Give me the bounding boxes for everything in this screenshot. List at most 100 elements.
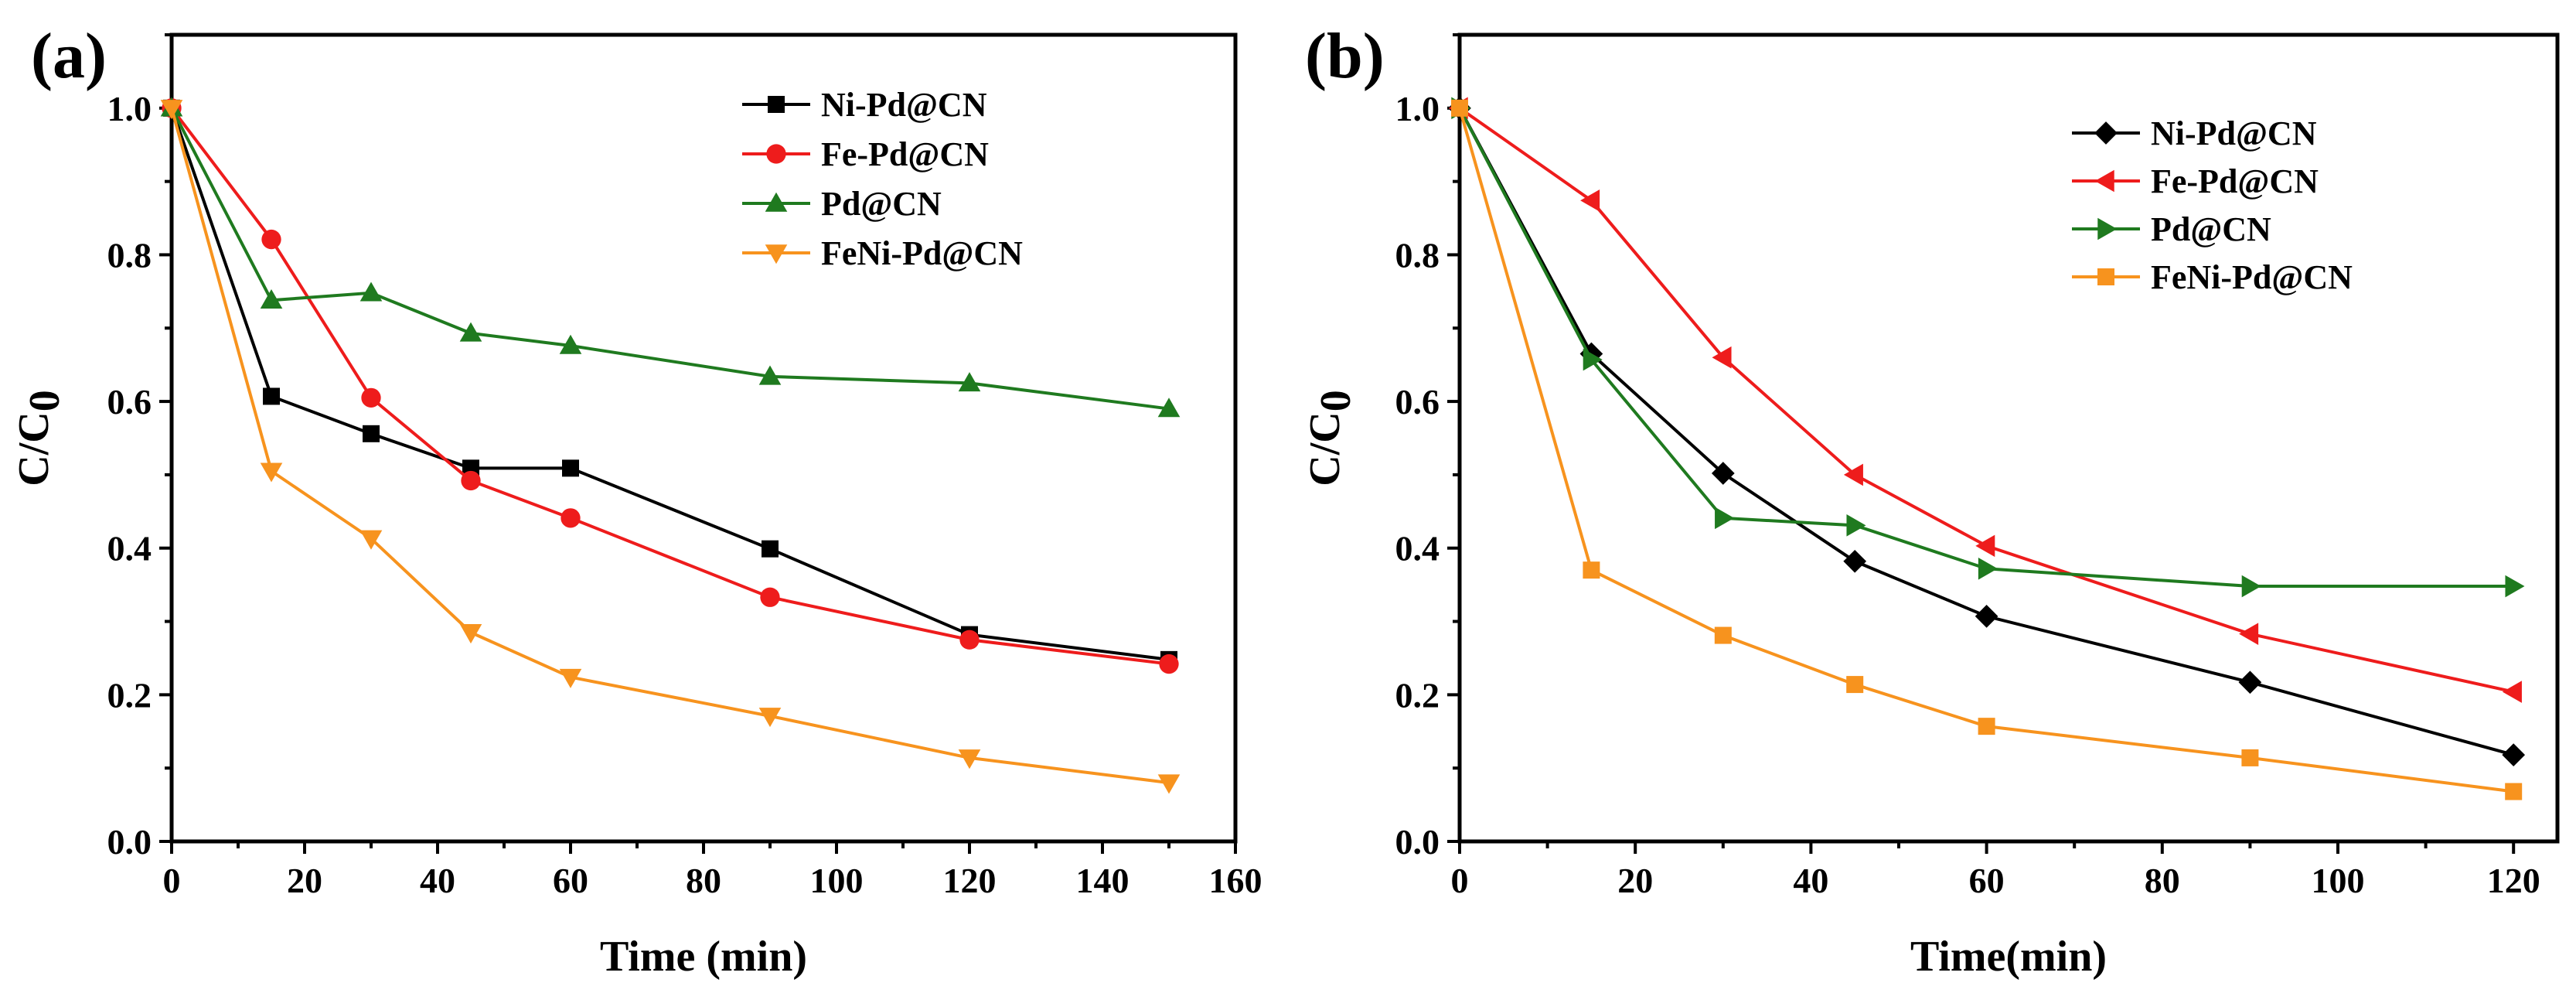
legend: Ni-Pd@CN Fe-Pd@CN Pd@CN FeNi-Pd@CN <box>2072 114 2353 296</box>
legend-label: FeNi-Pd@CN <box>2151 258 2353 296</box>
series-Ni-Pd@CN <box>163 99 1177 668</box>
legend-marker <box>2097 217 2118 241</box>
y-tick-label: 0.4 <box>1395 529 1440 568</box>
series-line <box>170 107 1170 411</box>
data-point <box>1157 774 1181 794</box>
series-FeNi-Pd@CN <box>1451 99 2523 800</box>
panel-label: (b) <box>1305 20 1385 92</box>
legend-label: Pd@CN <box>2151 210 2271 248</box>
y-tick-label: 0.6 <box>1395 382 1440 421</box>
y-axis-title-subscript: 0 <box>21 390 69 411</box>
data-point <box>1978 557 1998 580</box>
data-point <box>559 334 582 354</box>
series-Ni-Pd@CN <box>1448 96 2526 766</box>
plot-frame <box>169 32 1238 844</box>
y-axis-title-text: C/C0 <box>1301 390 1360 486</box>
x-tick-label: 60 <box>553 861 588 900</box>
y-tick-label: 1.0 <box>1395 89 1440 128</box>
plot-frame <box>1457 32 2560 844</box>
x-tick-label: 160 <box>1209 861 1262 900</box>
y-tick-label: 0.0 <box>107 822 152 862</box>
x-tick-label: 140 <box>1076 861 1130 900</box>
x-tick-label: 120 <box>2487 861 2540 900</box>
series-Pd@CN <box>160 97 1181 418</box>
legend-marker <box>765 244 788 264</box>
x-tick-label: 80 <box>686 861 721 900</box>
data-point <box>2505 783 2523 800</box>
series-FeNi-Pd@CN <box>160 100 1181 794</box>
data-point <box>1975 605 1998 628</box>
data-point <box>561 508 581 528</box>
data-point <box>359 282 383 302</box>
data-point <box>1978 718 1995 735</box>
y-axis-title-main: C/C <box>1301 411 1349 486</box>
x-tick-label: 100 <box>810 861 864 900</box>
legend-marker <box>2094 169 2114 193</box>
data-point <box>160 100 183 120</box>
y-tick-label: 0.0 <box>1395 822 1440 862</box>
y-tick-label: 0.4 <box>107 529 152 568</box>
x-tick-label: 40 <box>1793 861 1828 900</box>
data-point <box>1583 348 1603 371</box>
data-point <box>1843 463 1863 486</box>
chart-panel-1: 0 20 40 60 80 100 120 0.0 0.2 0.4 0.6 0.8 1.0 Time(mi… <box>1301 20 2560 981</box>
data-point <box>958 749 981 769</box>
data-point <box>2239 623 2259 645</box>
x-axis-title: Time(min) <box>1910 933 2107 981</box>
data-point <box>1157 398 1181 418</box>
data-point <box>361 387 381 408</box>
data-point <box>758 708 782 728</box>
series-line <box>1458 107 2514 589</box>
data-point <box>760 587 780 607</box>
data-point <box>1846 514 1866 537</box>
data-point <box>958 372 981 392</box>
series-line <box>170 107 1170 666</box>
data-point <box>2241 749 2259 766</box>
data-point <box>758 365 782 385</box>
legend-label: FeNi-Pd@CN <box>821 234 1023 272</box>
legend: Ni-Pd@CN Fe-Pd@CN Pd@CN FeNi-Pd@CN <box>742 86 1023 272</box>
y-axis-title-text: C/C0 <box>10 390 69 486</box>
y-tick-label: 0.6 <box>107 382 152 421</box>
y-tick-label: 0.2 <box>107 675 152 715</box>
x-tick-label: 60 <box>1969 861 2005 900</box>
data-point <box>2502 743 2526 766</box>
data-point <box>261 229 281 250</box>
legend-marker <box>765 192 788 212</box>
data-point <box>2238 671 2262 694</box>
y-tick-label: 0.8 <box>107 235 152 275</box>
data-point <box>1159 653 1179 674</box>
x-tick-label: 20 <box>1617 861 1653 900</box>
data-point <box>1712 346 1732 369</box>
data-point <box>359 530 383 550</box>
panel-label: (a) <box>31 20 107 92</box>
data-point <box>1711 462 1735 485</box>
legend-label: Ni-Pd@CN <box>821 86 987 124</box>
legend-label: Fe-Pd@CN <box>821 135 989 173</box>
x-tick-label: 120 <box>943 861 997 900</box>
data-point <box>1715 507 1735 530</box>
series-Fe-Pd@CN <box>162 98 1179 674</box>
data-point <box>2241 575 2261 598</box>
x-tick-label: 0 <box>1451 861 1469 900</box>
data-point <box>2502 681 2522 703</box>
data-point <box>260 288 283 309</box>
data-point <box>1451 99 1468 117</box>
data-point <box>959 630 980 650</box>
x-tick-label: 80 <box>2145 861 2180 900</box>
legend-marker <box>2094 121 2118 145</box>
data-point <box>260 462 283 483</box>
series-line <box>170 107 1170 785</box>
legend-marker <box>2097 268 2114 285</box>
y-axis-title-subscript: 0 <box>1312 390 1360 411</box>
data-point <box>363 425 380 442</box>
data-point <box>1714 626 1732 644</box>
x-axis-title: Time (min) <box>600 933 807 981</box>
series-line <box>1458 107 2514 694</box>
y-tick-label: 1.0 <box>107 89 152 128</box>
x-tick-label: 0 <box>163 861 181 900</box>
data-point <box>1580 189 1600 212</box>
y-axis-title: C/C0 <box>1301 390 1360 486</box>
legend-label: Fe-Pd@CN <box>2151 162 2319 200</box>
series-line <box>170 107 1170 661</box>
